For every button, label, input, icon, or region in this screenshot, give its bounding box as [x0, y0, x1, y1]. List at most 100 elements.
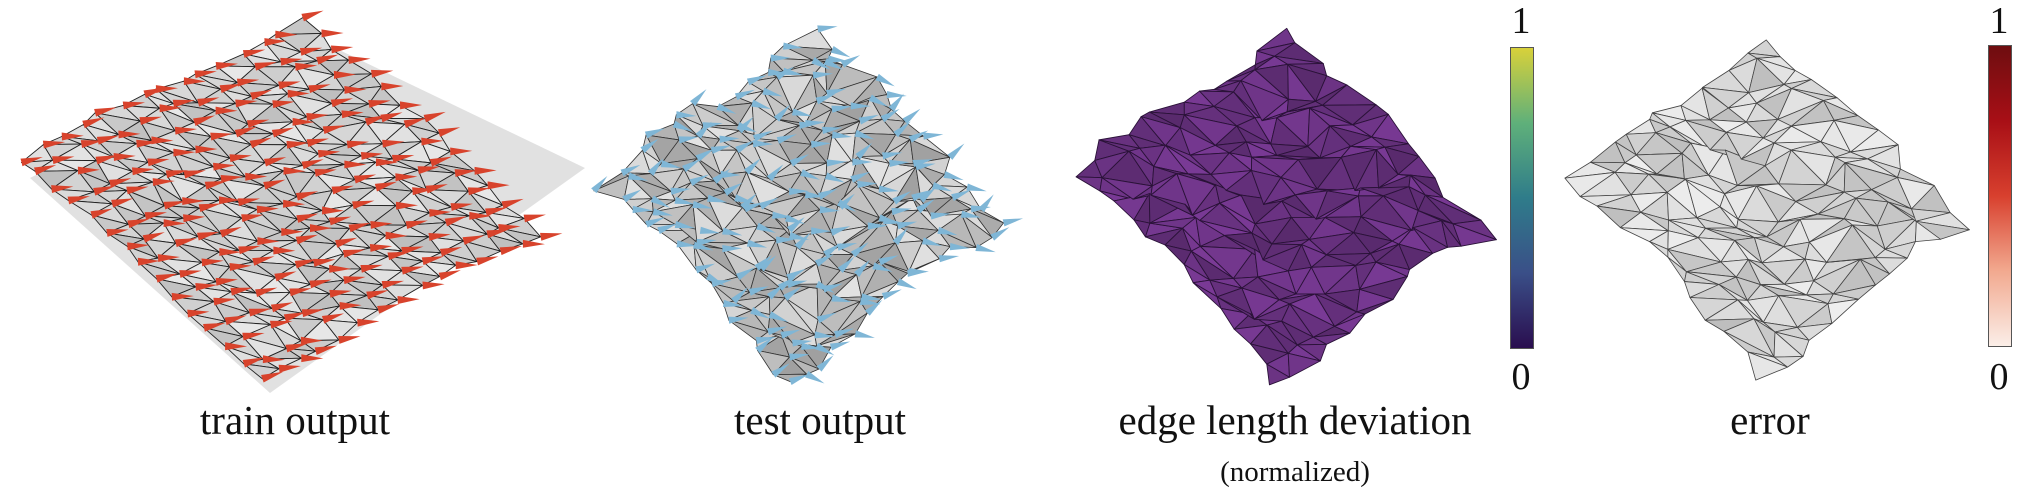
vector-arrow	[759, 197, 779, 210]
vector-arrow	[348, 56, 371, 65]
vector-arrow	[155, 85, 179, 93]
vector-arrow	[219, 226, 242, 238]
vector-arrow	[118, 130, 141, 139]
vector-arrow	[722, 299, 744, 308]
vector-arrow	[111, 198, 134, 208]
vector-arrow	[395, 173, 418, 182]
vector-arrow	[469, 211, 492, 220]
vector-arrow	[322, 206, 345, 215]
vector-arrow	[353, 174, 377, 184]
vector-arrow	[830, 226, 851, 236]
vector-arrow	[219, 83, 242, 93]
vector-arrow	[951, 189, 971, 201]
vector-arrow	[127, 218, 150, 229]
vector-arrow	[450, 147, 473, 156]
vector-arrow	[754, 255, 773, 271]
vector-arrow	[768, 68, 789, 77]
vector-arrow	[773, 104, 791, 122]
vector-arrow	[498, 223, 521, 232]
vector-arrow	[734, 194, 755, 203]
vector-arrow	[751, 99, 772, 110]
vector-arrow	[218, 196, 241, 205]
vector-arrow	[455, 261, 478, 270]
vector-arrow	[888, 93, 904, 112]
vector-arrow	[335, 237, 358, 248]
error-mesh-figure	[1564, 39, 1970, 381]
vector-arrow	[444, 216, 467, 227]
vector-arrow	[990, 227, 1010, 241]
vector-arrow	[343, 276, 366, 285]
vector-arrow	[155, 273, 178, 283]
vector-arrow	[174, 238, 198, 248]
vector-arrow	[889, 159, 910, 167]
vector-arrow	[632, 205, 653, 214]
mesh-face	[381, 284, 424, 301]
mesh-face	[801, 345, 832, 370]
vector-arrow	[306, 138, 329, 148]
vector-arrow	[660, 160, 682, 168]
vector-arrow	[61, 132, 84, 141]
vector-arrow	[220, 175, 243, 183]
vector-arrow	[485, 207, 508, 217]
vector-arrow	[90, 208, 113, 219]
vector-arrow	[775, 236, 797, 244]
vector-arrow	[405, 220, 428, 230]
vector-arrow	[840, 55, 861, 68]
vector-arrow	[163, 201, 186, 210]
mesh-face	[1296, 343, 1327, 362]
vector-arrow	[82, 117, 105, 129]
vector-arrow	[374, 181, 398, 192]
vector-arrow	[467, 187, 491, 196]
vector-arrow	[67, 196, 90, 205]
vector-arrow	[486, 229, 509, 239]
mesh-face	[1859, 259, 1890, 286]
vector-arrow	[380, 112, 403, 123]
vector-arrow	[281, 228, 304, 236]
vector-arrow	[423, 111, 446, 123]
vector-arrow	[652, 208, 673, 216]
vector-arrow	[242, 357, 265, 368]
vector-arrow	[836, 242, 858, 251]
vector-arrow	[650, 195, 671, 208]
vector-arrow	[33, 164, 57, 176]
vector-arrow	[370, 69, 394, 78]
vector-arrow	[823, 242, 842, 258]
vector-arrow	[837, 199, 857, 212]
mesh-face	[1356, 298, 1394, 315]
vector-arrow	[716, 103, 737, 114]
vector-arrow	[692, 200, 713, 209]
vector-arrow	[812, 71, 834, 79]
vector-arrow	[381, 82, 404, 91]
vector-arrow	[915, 163, 936, 171]
vector-arrow	[151, 136, 174, 145]
vector-arrow	[197, 231, 220, 241]
vector-arrow	[163, 219, 186, 228]
vector-arrow	[283, 166, 306, 175]
vector-arrow	[274, 271, 297, 282]
vector-arrow	[142, 232, 165, 243]
vector-arrow	[173, 148, 196, 157]
vector-arrow	[80, 140, 104, 148]
vector-arrow	[735, 140, 755, 154]
vector-arrow	[109, 178, 132, 188]
vector-arrow	[523, 214, 546, 223]
vector-arrow	[789, 154, 810, 167]
vector-arrow	[113, 153, 136, 161]
vector-arrow	[719, 135, 740, 143]
reds-colorbar	[1988, 45, 2012, 347]
mesh-face	[816, 333, 856, 348]
vector-arrow	[369, 244, 393, 252]
vector-arrow	[314, 168, 337, 177]
vector-arrow	[437, 127, 461, 137]
mesh-face	[401, 270, 441, 286]
vector-arrow	[368, 99, 391, 108]
vector-arrow	[881, 289, 902, 300]
vector-arrow	[789, 187, 810, 196]
vector-arrow	[911, 189, 931, 202]
vector-arrow	[794, 232, 811, 250]
vector-arrow	[322, 125, 346, 135]
vector-arrow	[711, 280, 732, 288]
vector-arrow	[187, 309, 210, 318]
mesh-face	[1747, 351, 1788, 381]
vector-arrow	[678, 136, 699, 144]
